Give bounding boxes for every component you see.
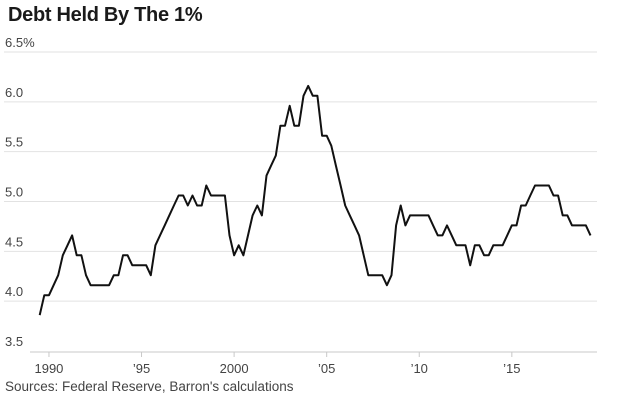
gridlines [4, 51, 597, 302]
y-tick-label: 6.5% [5, 35, 35, 50]
y-tick-label: 4.0 [5, 284, 23, 299]
y-tick-label: 4.5 [5, 234, 23, 249]
y-axis-ticks: 6.5% 6.0 5.5 5.0 4.5 4.0 3.5 [5, 35, 35, 349]
source-note: Sources: Federal Reserve, Barron's calcu… [5, 379, 294, 394]
y-tick-label: 6.0 [5, 85, 23, 100]
x-tick-label: ’05 [318, 361, 335, 376]
y-tick-label: 5.0 [5, 185, 23, 200]
chart-title: Debt Held By The 1% [8, 4, 203, 26]
x-tick-label: 1990 [34, 361, 63, 376]
x-tick-label: ’15 [503, 361, 520, 376]
x-tick-label: ’95 [133, 361, 150, 376]
x-axis-ticks: 1990 ’95 2000 ’05 ’10 ’15 [34, 352, 521, 376]
x-tick-label: 2000 [220, 361, 249, 376]
series-line [38, 84, 592, 316]
y-tick-label: 3.5 [5, 334, 23, 349]
y-tick-label: 5.5 [5, 135, 23, 150]
x-tick-label: ’10 [411, 361, 428, 376]
